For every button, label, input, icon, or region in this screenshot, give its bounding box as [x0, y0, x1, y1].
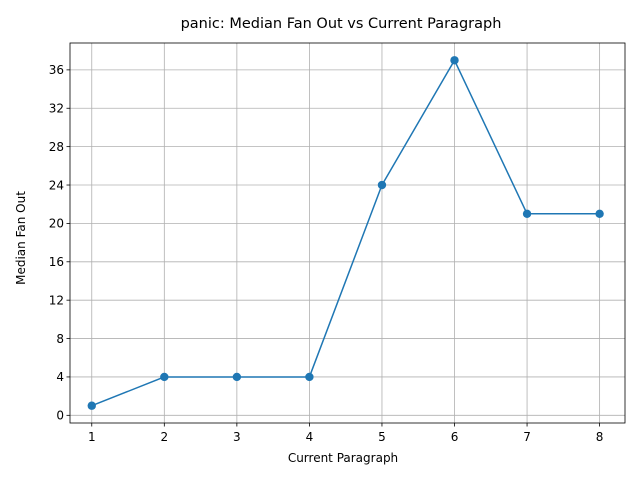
x-tick-label: 6 — [451, 430, 459, 444]
x-tick-label: 4 — [306, 430, 314, 444]
y-tick-label: 24 — [49, 178, 64, 192]
series-layer — [87, 56, 604, 410]
x-tick-label: 7 — [523, 430, 531, 444]
y-tick-label: 28 — [49, 140, 64, 154]
y-tick-label: 12 — [49, 293, 64, 307]
data-point — [87, 401, 96, 410]
plot-area-frame — [69, 42, 626, 424]
chart-title: panic: Median Fan Out vs Current Paragra… — [181, 16, 502, 32]
data-point — [522, 209, 532, 219]
y-tick-label: 0 — [56, 409, 64, 423]
x-tick-label: 8 — [596, 430, 604, 444]
y-tick-label: 36 — [49, 63, 64, 77]
y-axis-label: Median Fan Out — [14, 191, 28, 285]
y-tick-label: 32 — [49, 102, 64, 116]
y-tick-label: 16 — [49, 255, 64, 269]
x-tick-label: 2 — [160, 430, 168, 444]
x-tick-label: 5 — [378, 430, 386, 444]
data-point — [305, 372, 314, 382]
data-point — [595, 209, 604, 219]
data-point — [160, 372, 169, 382]
y-tick-label: 20 — [49, 217, 64, 231]
y-tick-label: 8 — [56, 332, 64, 346]
x-tick-label: 1 — [88, 430, 96, 444]
x-axis-label: Current Paragraph — [288, 451, 398, 465]
x-tick-label: 3 — [233, 430, 241, 444]
data-point — [450, 56, 459, 65]
y-tick-label: 4 — [56, 370, 64, 384]
data-point — [232, 372, 242, 382]
series-line — [91, 59, 600, 407]
data-point — [377, 180, 387, 190]
grid — [70, 43, 625, 423]
